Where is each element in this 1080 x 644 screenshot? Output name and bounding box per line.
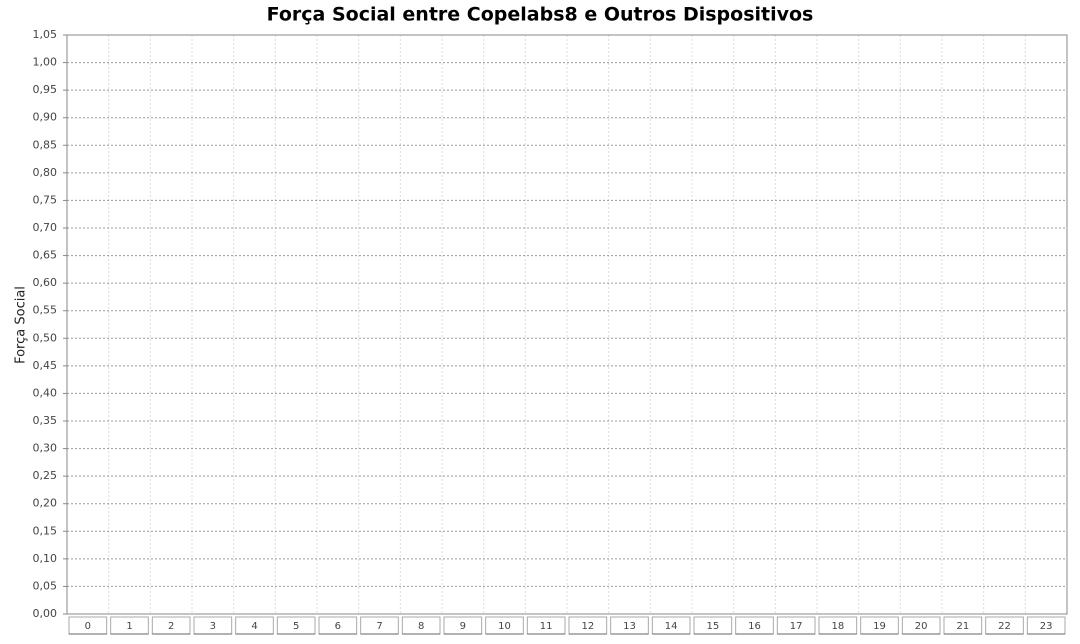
y-tick-label: 0,95 xyxy=(33,83,58,96)
x-tick-label: 8 xyxy=(418,621,424,632)
x-tick-label: 17 xyxy=(790,621,803,632)
y-tick-label: 0,85 xyxy=(33,138,58,151)
x-tick-label: 1 xyxy=(126,621,132,632)
y-tick-label: 0,30 xyxy=(33,442,58,455)
x-tick-label: 11 xyxy=(540,621,553,632)
y-tick-label: 0,25 xyxy=(33,469,58,482)
y-tick-label: 0,10 xyxy=(33,552,58,565)
y-tick-label: 0,40 xyxy=(33,386,58,399)
y-tick-label: 0,20 xyxy=(33,497,58,510)
y-tick-label: 0,05 xyxy=(33,579,58,592)
x-tick-label: 19 xyxy=(873,621,886,632)
x-tick-label: 12 xyxy=(581,621,594,632)
y-tick-label: 0,80 xyxy=(33,166,58,179)
x-tick-label: 14 xyxy=(665,621,678,632)
x-tick-label: 4 xyxy=(251,621,257,632)
x-tick-label: 2 xyxy=(168,621,174,632)
x-tick-label: 9 xyxy=(460,621,466,632)
y-tick-label: 0,35 xyxy=(33,414,58,427)
x-tick-label: 21 xyxy=(956,621,969,632)
x-tick-label: 16 xyxy=(748,621,761,632)
x-tick-label: 13 xyxy=(623,621,636,632)
x-tick-label: 22 xyxy=(998,621,1011,632)
x-tick-label: 10 xyxy=(498,621,511,632)
x-tick-label: 23 xyxy=(1040,621,1053,632)
y-tick-label: 0,50 xyxy=(33,331,58,344)
y-tick-label: 1,05 xyxy=(33,28,58,41)
x-tick-label: 3 xyxy=(210,621,216,632)
chart-title: Força Social entre Copelabs8 e Outros Di… xyxy=(267,4,814,26)
y-tick-label: 0,15 xyxy=(33,524,58,537)
x-tick-label: 15 xyxy=(706,621,719,632)
x-tick-label: 20 xyxy=(915,621,928,632)
y-tick-label: 0,60 xyxy=(33,276,58,289)
y-tick-label: 0,55 xyxy=(33,304,58,317)
y-tick-label: 0,65 xyxy=(33,249,58,262)
x-tick-label: 5 xyxy=(293,621,299,632)
y-tick-label: 1,00 xyxy=(33,56,58,69)
y-axis-label: Força Social xyxy=(14,286,29,364)
y-tick-label: 0,75 xyxy=(33,193,58,206)
x-tick-label: 7 xyxy=(376,621,382,632)
y-tick-label: 0,70 xyxy=(33,221,58,234)
y-tick-label: 0,45 xyxy=(33,359,58,372)
x-tick-label: 18 xyxy=(831,621,844,632)
plot-border xyxy=(66,34,1068,615)
x-tick-label: 0 xyxy=(85,621,91,632)
y-tick-label: 0,90 xyxy=(33,111,58,124)
x-tick-label: 6 xyxy=(335,621,341,632)
y-tick-label: 0,00 xyxy=(33,607,58,620)
